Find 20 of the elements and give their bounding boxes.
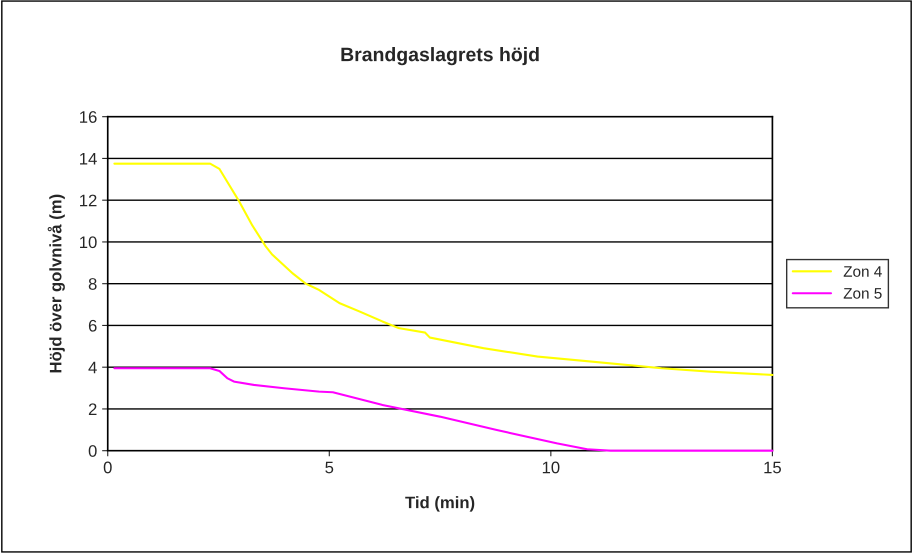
y-tick-label: 12 <box>80 194 96 206</box>
y-tick-label: 14 <box>80 153 97 164</box>
x-tick-label: 5 <box>325 462 334 474</box>
line-series <box>113 162 774 376</box>
x-tick-label: 0 <box>104 462 112 474</box>
line-series <box>113 367 774 452</box>
y-tick-label: 6 <box>88 320 97 332</box>
y-tick-label: 0 <box>88 445 97 457</box>
x-tick-label: 10 <box>542 462 560 474</box>
y-tick-label: 4 <box>88 362 97 374</box>
y-axis-title: Höjd över golvnivå (m) <box>48 194 65 372</box>
y-tick-label: 16 <box>80 111 97 123</box>
y-tick-label: 10 <box>80 236 97 248</box>
y-tick-label: 2 <box>88 403 96 415</box>
legend-label: Zon 4 <box>844 266 882 277</box>
y-tick-label: 8 <box>88 278 97 290</box>
chart-title: Brandgaslagrets höjd <box>341 47 539 66</box>
x-axis-title: Tid (min) <box>405 496 474 512</box>
legend-label: Zon 5 <box>844 288 882 299</box>
x-tick-label: 15 <box>764 462 781 474</box>
